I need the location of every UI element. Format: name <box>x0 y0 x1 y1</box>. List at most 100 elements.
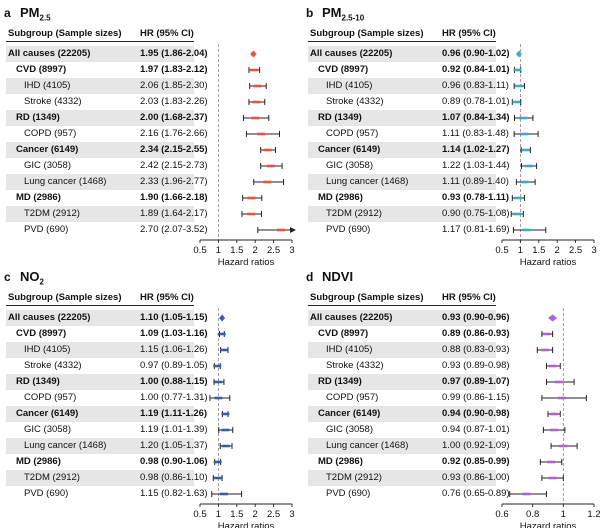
hr-ci-value: 0.96 (0.83-1.11) <box>442 80 509 91</box>
row-shade <box>6 310 194 326</box>
table-row: GIC (3058) 1.22 (1.03-1.44) <box>306 158 596 174</box>
table-row: Lung cancer (1468) 1.20 (1.05-1.37) <box>4 438 294 454</box>
table-row: COPD (957) 1.00 (0.77-1.31) <box>4 390 294 406</box>
subgroup-label: IHD (4105) <box>24 344 71 355</box>
hr-ci-value: 0.96 (0.90-1.02) <box>442 48 510 59</box>
row-shade <box>6 406 194 422</box>
table-row: COPD (957) 0.99 (0.86-1.15) <box>306 390 596 406</box>
x-tick-label: 3 <box>591 245 596 256</box>
table-row: Stroke (4332) 2.03 (1.83-2.26) <box>4 94 294 110</box>
panel-title: PM2.5-10 <box>322 5 364 23</box>
panel-letter: d <box>306 270 314 284</box>
hr-ci-value: 0.98 (0.90-1.06) <box>140 456 208 467</box>
hr-ci-value: 1.89 (1.64-2.17) <box>140 208 208 219</box>
column-header-hr: HR (95% CI) <box>140 292 194 303</box>
subgroup-label: Lung cancer (1468) <box>24 176 107 187</box>
ci-arrow-head <box>290 227 296 233</box>
hr-ci-value: 0.93 (0.89-0.98) <box>442 360 510 371</box>
table-row: IHD (4105) 2.06 (1.85-2.30) <box>4 78 294 94</box>
table-row: IHD (4105) 0.88 (0.83-0.93) <box>306 342 596 358</box>
hr-ci-value: 1.00 (0.88-1.15) <box>140 376 208 387</box>
subgroup-label: PVD (690) <box>24 224 69 235</box>
pooled-estimate-diamond <box>515 50 522 58</box>
row-shade <box>308 374 496 390</box>
hr-ci-value: 0.89 (0.86-0.93) <box>442 328 510 339</box>
table-row: MD (2986) 0.98 (0.90-1.06) <box>4 454 294 470</box>
panel-title: NO2 <box>20 269 44 287</box>
panel-title-main: PM <box>322 5 342 20</box>
table-row: COPD (957) 2.16 (1.76-2.66) <box>4 126 294 142</box>
hr-ci-value: 0.93 (0.90-0.96) <box>442 312 510 323</box>
subgroup-label: COPD (957) <box>326 392 379 403</box>
hr-ci-value: 0.94 (0.90-0.98) <box>442 408 510 419</box>
table-row: All causes (22205) 1.10 (1.05-1.15) <box>4 310 294 326</box>
panel-title: NDVI <box>322 269 353 287</box>
hr-ci-value: 0.99 (0.86-1.15) <box>442 392 510 403</box>
hr-ci-value: 1.14 (1.02-1.27) <box>442 144 510 155</box>
subgroup-label: T2DM (2912) <box>326 208 382 219</box>
table-row: Stroke (4332) 0.93 (0.89-0.98) <box>306 358 596 374</box>
subgroup-label: COPD (957) <box>24 392 77 403</box>
table-row: MD (2986) 0.93 (0.78-1.11) <box>306 190 596 206</box>
table-row: GIC (3058) 2.42 (2.15-2.73) <box>4 158 294 174</box>
table-row: GIC (3058) 1.19 (1.01-1.39) <box>4 422 294 438</box>
subgroup-label: MD (2986) <box>16 456 61 467</box>
pooled-estimate-diamond <box>250 50 257 58</box>
subgroup-label: IHD (4105) <box>326 344 373 355</box>
x-tick-label: 1 <box>216 509 221 520</box>
hr-ci-value: 1.90 (1.66-2.18) <box>140 192 208 203</box>
table-row: CVD (8997) 0.92 (0.84-1.01) <box>306 62 596 78</box>
subgroup-label: PVD (690) <box>326 488 371 499</box>
subgroup-label: GIC (3058) <box>326 160 373 171</box>
row-shade <box>308 110 496 126</box>
table-row: Cancer (6149) 1.14 (1.02-1.27) <box>306 142 596 158</box>
hr-ci-value: 1.10 (1.05-1.15) <box>140 312 208 323</box>
hr-ci-value: 1.09 (1.03-1.16) <box>140 328 208 339</box>
subgroup-label: CVD (8997) <box>16 328 67 339</box>
subgroup-label: CVD (8997) <box>318 328 369 339</box>
x-tick-label: 3 <box>289 509 294 520</box>
table-row: RD (1349) 1.00 (0.88-1.15) <box>4 374 294 390</box>
subgroup-label: COPD (957) <box>326 128 379 139</box>
pooled-estimate-diamond <box>219 314 226 322</box>
row-shade <box>308 174 496 190</box>
row-shade <box>6 174 194 190</box>
panel-letter: c <box>4 270 11 284</box>
forest-panel-b: b PM2.5-10 Subgroup (Sample sizes) HR (95% … <box>306 5 597 268</box>
subgroup-label: MD (2986) <box>16 192 61 203</box>
x-tick-label: 1 <box>518 245 523 256</box>
forest-plot-area: 0.5 1 1.5 2 2.5 3 Hazard ratios <box>495 44 597 268</box>
panel-title-subscript: 2.5 <box>39 13 51 23</box>
forest-panel-a: a PM2.5 Subgroup (Sample sizes) HR (95% CI)… <box>4 5 296 268</box>
hr-ci-value: 2.06 (1.85-2.30) <box>140 80 208 91</box>
subgroup-label: GIC (3058) <box>326 424 373 435</box>
column-header-hr: HR (95% CI) <box>140 28 194 39</box>
table-row: All causes (22205) 0.96 (0.90-1.02) <box>306 46 596 62</box>
header-rule <box>6 305 194 306</box>
x-tick-label: 0.8 <box>526 509 539 520</box>
table-row: COPD (957) 1.11 (0.83-1.48) <box>306 126 596 142</box>
row-shade <box>308 310 496 326</box>
hr-ci-value: 1.00 (0.92-1.09) <box>442 440 510 451</box>
subgroup-label: IHD (4105) <box>326 80 373 91</box>
hr-ci-value: 0.89 (0.78-1.01) <box>442 96 510 107</box>
subgroup-label: CVD (8997) <box>16 64 67 75</box>
forest-plot-area: 0.5 1 1.5 2 2.5 3 Hazard ratios <box>193 44 296 268</box>
forest-panel-c: c NO2 Subgroup (Sample sizes) HR (95% CI) Al… <box>4 269 295 528</box>
table-row: CVD (8997) 0.89 (0.86-0.93) <box>306 326 596 342</box>
table-row: GIC (3058) 0.94 (0.87-1.01) <box>306 422 596 438</box>
hr-ci-value: 0.93 (0.86-1.00) <box>442 472 510 483</box>
x-tick-label: 0.5 <box>193 509 206 520</box>
subgroup-label: Lung cancer (1468) <box>24 440 107 451</box>
subgroup-label: MD (2986) <box>318 456 363 467</box>
row-shade <box>308 438 496 454</box>
table-row: IHD (4105) 0.96 (0.83-1.11) <box>306 78 596 94</box>
pooled-estimate-diamond <box>548 314 558 322</box>
panel-title-main: PM <box>20 5 40 20</box>
subgroup-label: RD (1349) <box>16 376 60 387</box>
subgroup-label: GIC (3058) <box>24 424 71 435</box>
column-header-hr: HR (95% CI) <box>442 292 496 303</box>
x-tick-label: 0.5 <box>193 245 206 256</box>
panel-letter: a <box>4 6 11 20</box>
x-tick-label: 1.5 <box>230 509 243 520</box>
